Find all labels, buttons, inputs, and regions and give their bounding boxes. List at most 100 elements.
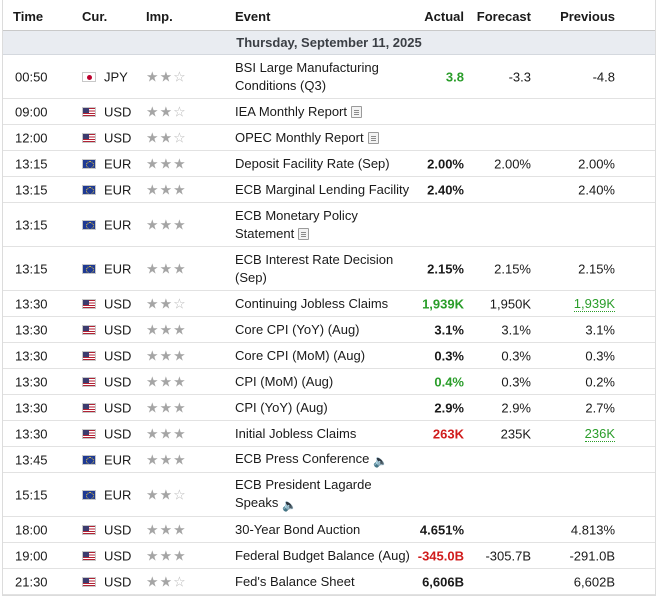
star-filled-icon: ★ — [173, 216, 187, 232]
report-icon[interactable] — [351, 105, 362, 118]
table-row[interactable]: 09:00 USD ★★☆ IEA Monthly Report — [3, 99, 655, 125]
event-title[interactable]: ECB Marginal Lending Facility — [235, 181, 410, 197]
event-title[interactable]: IEA Monthly Report — [235, 103, 347, 119]
table-row[interactable]: 15:15 EUR ★★☆ ECB President Lagarde Speaks 🔈 — [3, 473, 655, 517]
table-row[interactable]: 13:30 USD ★★★ CPI (MoM) (Aug) 0.4% 0.3% 0.2% — [3, 369, 655, 395]
event-title[interactable]: ECB Monetary Policy Statement — [235, 207, 358, 241]
forecast-value: -305.7B — [485, 548, 531, 563]
table-row[interactable]: 13:30 USD ★★★ CPI (YoY) (Aug) 2.9% 2.9% 2.7% — [3, 395, 655, 421]
event-title[interactable]: ECB Interest Rate Decision (Sep) — [235, 251, 394, 285]
event-name[interactable]: ECB President Lagarde Speaks 🔈 — [235, 476, 417, 514]
event-title[interactable]: Deposit Facility Rate (Sep) — [235, 155, 390, 171]
currency-code: USD — [104, 400, 132, 415]
event-time: 13:15 — [15, 156, 48, 171]
col-forecast-header[interactable]: Forecast — [476, 9, 531, 24]
event-name[interactable]: CPI (YoY) (Aug) — [235, 399, 417, 417]
table-row[interactable]: 00:50 JPY ★★☆ BSI Large Manufacturing Condi… — [3, 55, 655, 99]
importance-stars: ★★★ — [146, 155, 187, 172]
table-row[interactable]: 13:30 USD ★★☆ Continuing Jobless Claims 1,93… — [3, 291, 655, 317]
previous-value: 0.2% — [585, 374, 615, 389]
event-name[interactable]: CPI (MoM) (Aug) — [235, 373, 417, 391]
event-title[interactable]: ECB Press Conference — [235, 450, 370, 466]
speaker-icon[interactable]: 🔈 — [282, 497, 298, 512]
event-name[interactable]: Continuing Jobless Claims — [235, 295, 417, 313]
event-title[interactable]: ECB President Lagarde Speaks — [235, 476, 372, 510]
table-row[interactable]: 13:15 EUR ★★★ ECB Monetary Policy Statement — [3, 203, 655, 247]
event-title[interactable]: 30-Year Bond Auction — [235, 521, 361, 537]
star-empty-icon: ☆ — [173, 68, 187, 84]
actual-value: 2.15% — [427, 261, 464, 276]
event-title[interactable]: Federal Budget Balance (Aug) — [235, 547, 410, 563]
event-name[interactable]: Initial Jobless Claims — [235, 425, 417, 443]
table-row[interactable]: 12:00 USD ★★☆ OPEC Monthly Report — [3, 125, 655, 151]
forecast-value: 2.9% — [501, 400, 531, 415]
event-title[interactable]: Continuing Jobless Claims — [235, 295, 389, 311]
event-name[interactable]: Deposit Facility Rate (Sep) — [235, 155, 417, 173]
actual-value: 2.9% — [434, 400, 464, 415]
star-filled-icon: ★ — [159, 260, 174, 276]
col-event-header[interactable]: Event — [235, 9, 271, 24]
us-flag — [82, 428, 96, 439]
previous-value: 1,939K — [573, 295, 615, 312]
col-time-header[interactable]: Time — [13, 9, 44, 24]
star-filled-icon: ★ — [146, 103, 160, 119]
event-title[interactable]: Fed's Balance Sheet — [235, 573, 355, 589]
event-name[interactable]: Core CPI (MoM) (Aug) — [235, 347, 417, 365]
event-name[interactable]: BSI Large Manufacturing Conditions (Q3) — [235, 59, 417, 95]
forecast-value: 0.3% — [501, 348, 531, 363]
table-row[interactable]: 18:00 USD ★★★ 30-Year Bond Auction 4.651% 4.8… — [3, 517, 655, 543]
event-title[interactable]: CPI (YoY) (Aug) — [235, 399, 328, 415]
star-filled-icon: ★ — [159, 155, 174, 171]
star-filled-icon: ★ — [173, 521, 187, 537]
event-title[interactable]: Initial Jobless Claims — [235, 425, 357, 441]
event-time: 13:30 — [15, 348, 48, 363]
event-title[interactable]: CPI (MoM) (Aug) — [235, 373, 334, 389]
table-row[interactable]: 13:15 EUR ★★★ Deposit Facility Rate (Sep) 2.… — [3, 151, 655, 177]
event-time: 18:00 — [15, 522, 48, 537]
event-name[interactable]: 30-Year Bond Auction — [235, 521, 417, 539]
event-time: 13:15 — [15, 261, 48, 276]
table-row[interactable]: 19:00 USD ★★★ Federal Budget Balance (Aug) -… — [3, 543, 655, 569]
table-row[interactable]: 13:30 USD ★★★ Core CPI (MoM) (Aug) 0.3% 0.3% 0… — [3, 343, 655, 369]
col-previous-header[interactable]: Previous — [560, 9, 615, 24]
star-filled-icon: ★ — [159, 373, 174, 389]
col-currency-header[interactable]: Cur. — [82, 9, 108, 24]
previous-value: 6,602B — [573, 574, 615, 589]
event-name[interactable]: Federal Budget Balance (Aug) — [235, 547, 417, 565]
us-flag — [82, 324, 96, 335]
star-filled-icon: ★ — [146, 347, 160, 363]
table-row[interactable]: 13:45 EUR ★★★ ECB Press Conference 🔈 — [3, 447, 655, 473]
col-importance-header[interactable]: Imp. — [146, 9, 173, 24]
report-icon[interactable] — [298, 227, 310, 240]
col-actual-header[interactable]: Actual — [424, 9, 464, 24]
event-title[interactable]: OPEC Monthly Report — [235, 129, 364, 145]
event-name[interactable]: ECB Marginal Lending Facility — [235, 181, 417, 199]
event-name[interactable]: ECB Press Conference 🔈 — [235, 450, 417, 470]
importance-stars: ★★☆ — [146, 103, 187, 120]
eu-flag — [82, 184, 96, 195]
event-name[interactable]: OPEC Monthly Report — [235, 129, 417, 147]
event-name[interactable]: Fed's Balance Sheet — [235, 573, 417, 591]
event-name[interactable]: ECB Monetary Policy Statement — [235, 207, 417, 243]
event-name[interactable]: Core CPI (YoY) (Aug) — [235, 321, 417, 339]
table-row[interactable]: 13:15 EUR ★★★ ECB Interest Rate Decision (S… — [3, 247, 655, 291]
star-filled-icon: ★ — [146, 451, 160, 467]
us-flag — [82, 402, 96, 413]
event-title[interactable]: BSI Large Manufacturing Conditions (Q3) — [235, 59, 379, 93]
event-time: 13:30 — [15, 374, 48, 389]
previous-value: 0.3% — [585, 348, 615, 363]
speaker-icon[interactable]: 🔈 — [373, 453, 389, 468]
table-row[interactable]: 13:30 USD ★★★ Initial Jobless Claims 263K 235… — [3, 421, 655, 447]
currency-code: USD — [104, 104, 132, 119]
importance-stars: ★★★ — [146, 425, 187, 442]
table-row[interactable]: 13:15 EUR ★★★ ECB Marginal Lending Facility… — [3, 177, 655, 203]
event-name[interactable]: IEA Monthly Report — [235, 103, 417, 121]
event-name[interactable]: ECB Interest Rate Decision (Sep) — [235, 251, 417, 287]
table-row[interactable]: 21:30 USD ★★☆ Fed's Balance Sheet 6,606B 6,60… — [3, 569, 655, 595]
star-filled-icon: ★ — [159, 129, 174, 145]
table-row[interactable]: 13:30 USD ★★★ Core CPI (YoY) (Aug) 3.1% 3.1% 3… — [3, 317, 655, 343]
event-title[interactable]: Core CPI (MoM) (Aug) — [235, 347, 366, 363]
currency-code: EUR — [104, 452, 132, 467]
event-title[interactable]: Core CPI (YoY) (Aug) — [235, 321, 360, 337]
report-icon[interactable] — [367, 131, 379, 144]
